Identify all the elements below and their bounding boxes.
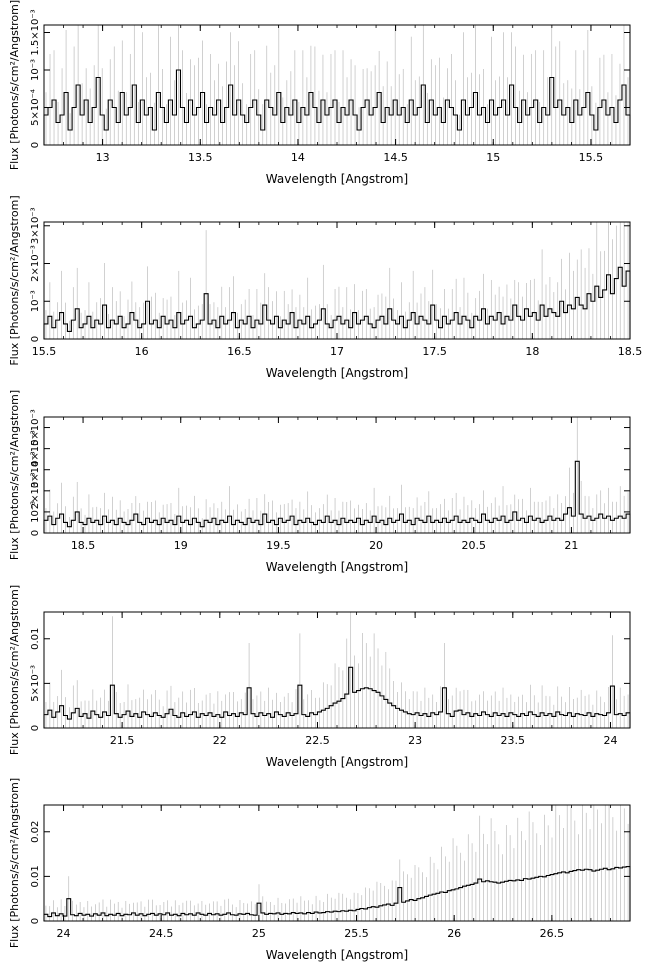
y-tick-label: 0.01 — [30, 865, 41, 887]
x-axis-label: Wavelength [Angstrom] — [266, 755, 408, 769]
y-tick-label: 0 — [30, 918, 41, 924]
x-tick-label: 23 — [408, 734, 422, 747]
x-tick-label: 24.5 — [149, 927, 174, 940]
x-tick-label: 20 — [369, 539, 383, 552]
x-tick-label: 22.5 — [305, 734, 330, 747]
x-tick-label: 15.5 — [579, 151, 604, 164]
chart-panel-2: 15.5 16 16.5 17 17.5 18 18.5 0 10⁻³ 2×10⁻³3×10⁻³ W… — [8, 195, 642, 380]
x-tick-label: 23.5 — [501, 734, 526, 747]
x-tick-label: 25.5 — [344, 927, 369, 940]
y-tick-label: 4×10⁻³ — [30, 430, 41, 467]
y-tick-label: 0.01 — [30, 628, 41, 650]
spectrum-line — [43, 460, 631, 533]
y-tick-label: 0.02 — [30, 821, 41, 843]
x-tick-label: 21 — [564, 539, 578, 552]
x-tick-label: 22 — [213, 734, 227, 747]
x-axis-label: Wavelength [Angstrom] — [266, 948, 408, 962]
x-tick-label: 14 — [291, 151, 305, 164]
x-tick-label: 16.5 — [227, 345, 252, 358]
x-tick-label: 16 — [135, 345, 149, 358]
x-tick-label: 15.5 — [32, 345, 57, 358]
x-tick-label: 14.5 — [383, 151, 408, 164]
chart-panel-3: 18.5 19 19.5 20 20.5 21 0 10⁻³2×10⁻³3×10⁻³4×10⁻… — [8, 390, 631, 574]
x-tick-label: 18.5 — [71, 539, 96, 552]
y-axis-label: Flux [Photons/s/cm²/Angstrom] — [8, 585, 21, 755]
y-axis-label: Flux [Photons/s/cm²/Angstrom] — [8, 778, 21, 948]
x-tick-label: 25 — [252, 927, 266, 940]
x-tick-label: 26.5 — [540, 927, 565, 940]
x-tick-label: 24 — [603, 734, 617, 747]
x-tick-label: 21.5 — [110, 734, 135, 747]
x-tick-label: 17.5 — [422, 345, 447, 358]
y-tick-label: 2×10⁻³ — [30, 472, 41, 509]
y-tick-label: 10⁻³ — [30, 59, 41, 81]
spectrum-line — [43, 266, 631, 339]
x-tick-label: 19.5 — [266, 539, 291, 552]
y-tick-label: 0 — [30, 725, 41, 731]
x-tick-label: 13 — [96, 151, 110, 164]
y-axis-label: Flux [Photons/s/cm²/Angstrom] — [8, 390, 21, 560]
chart-panel-1: 13 13.5 14 14.5 15 15.5 0 5×10⁻⁴ 10⁻³ 1.5×10⁻³ Wav… — [8, 0, 631, 186]
x-tick-label: 13.5 — [188, 151, 213, 164]
x-tick-label: 15 — [486, 151, 500, 164]
x-tick-label: 20.5 — [461, 539, 486, 552]
plot-frame — [43, 804, 631, 922]
spectrum-line — [43, 866, 631, 921]
x-tick-label: 19 — [174, 539, 188, 552]
y-tick-label: 5×10⁻³ — [30, 665, 41, 702]
y-tick-label: 0 — [30, 336, 41, 342]
x-tick-label: 17 — [330, 345, 344, 358]
x-axis-label: Wavelength [Angstrom] — [266, 560, 408, 574]
y-axis-label: Flux [Photons/s/cm²/Angstrom] — [8, 195, 21, 365]
spectrum-line — [43, 69, 631, 145]
spectrum-line — [43, 666, 631, 728]
x-tick-label: 18.5 — [618, 345, 643, 358]
y-tick-label: 10⁻³ — [30, 290, 41, 312]
y-tick-label: 2×10⁻³ — [30, 245, 41, 282]
x-tick-label: 24 — [57, 927, 71, 940]
x-axis-label: Wavelength [Angstrom] — [266, 366, 408, 380]
x-tick-label: 18 — [525, 345, 539, 358]
y-tick-label: 10⁻³ — [30, 501, 41, 523]
y-tick-label: 3×10⁻³ — [30, 207, 41, 244]
y-tick-label: 0 — [30, 530, 41, 536]
chart-panel-4: 21.5 22 22.5 23 23.5 24 0 5×10⁻³ 0.01 Wavelength … — [8, 585, 631, 769]
y-tick-label: 1.5×10⁻³ — [30, 9, 41, 55]
y-tick-label: 5×10⁻⁴ — [30, 89, 41, 126]
y-tick-label: 0 — [30, 142, 41, 148]
x-tick-label: 26 — [447, 927, 461, 940]
x-axis-label: Wavelength [Angstrom] — [266, 172, 408, 186]
y-tick-label: 3×10⁻³ — [30, 451, 41, 488]
chart-panel-5: 24 24.5 25 25.5 26 26.5 0 0.01 0.02 Wavelength [A… — [8, 778, 631, 962]
y-axis-label: Flux [Photons/s/cm²/Angstrom] — [8, 0, 21, 170]
y-tick-label: 5×10⁻³ — [30, 409, 41, 446]
